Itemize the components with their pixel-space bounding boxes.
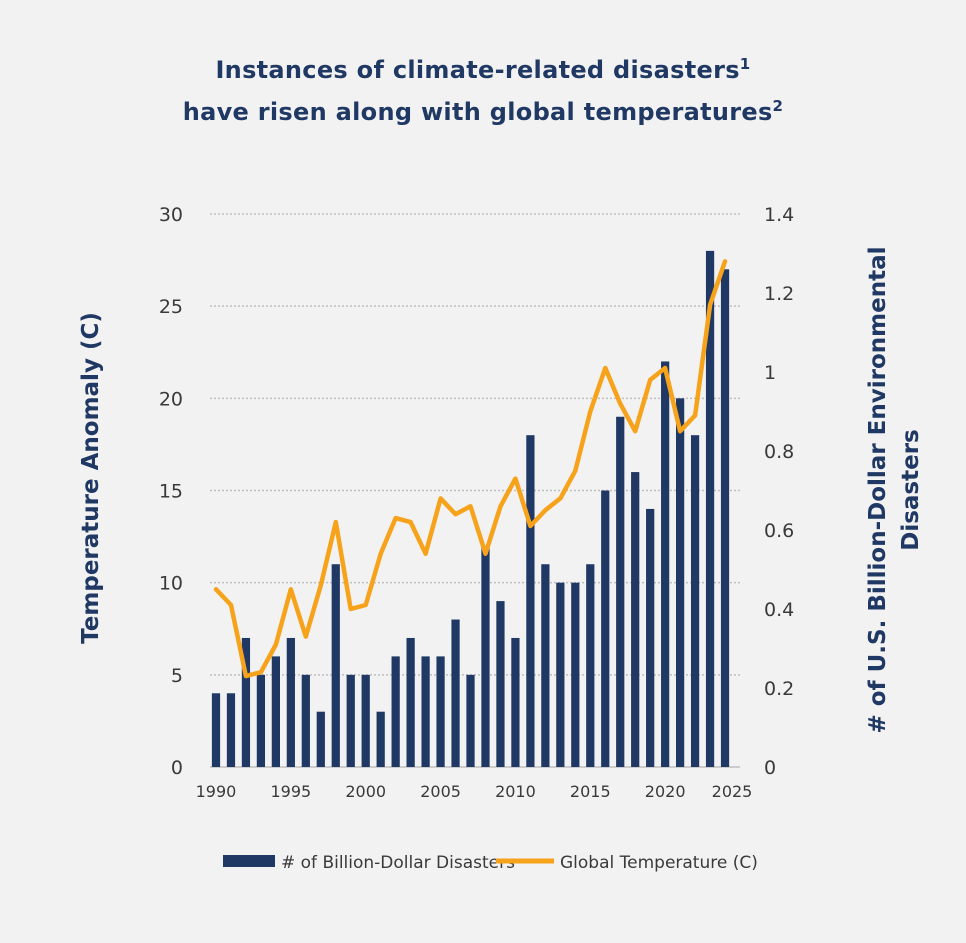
x-tick-label: 2000 (345, 782, 386, 801)
left-axis-ticks: 0 5 10 15 20 25 30 (159, 204, 183, 779)
x-tick-label: 2015 (570, 782, 611, 801)
right-tick-label: 0.2 (764, 678, 794, 700)
bar (286, 637, 295, 767)
right-axis-title-line-2: Disasters (898, 429, 924, 551)
bar (391, 656, 400, 767)
bar (496, 601, 505, 767)
bar (346, 674, 355, 767)
bar (526, 435, 535, 767)
left-axis-title: Temperature Anomaly (C) (78, 312, 104, 644)
right-tick-label: 1.4 (764, 204, 794, 226)
x-axis-ticks: 1990 1995 2000 2005 2010 2015 2020 2025 (196, 782, 753, 801)
right-axis-title-line-1: # of U.S. Billion-Dollar Environmental (865, 247, 891, 734)
x-tick-label: 1995 (270, 782, 311, 801)
bar (616, 416, 625, 767)
bar (316, 711, 325, 767)
left-tick-label: 25 (159, 296, 183, 318)
bar (541, 564, 550, 767)
bar (705, 250, 715, 767)
temperature-line (213, 259, 728, 679)
right-tick-label: 0.4 (764, 599, 794, 621)
bar (421, 656, 430, 767)
left-tick-label: 20 (159, 388, 183, 410)
left-tick-label: 0 (171, 757, 183, 779)
bar (571, 582, 580, 767)
x-tick-label: 1990 (196, 782, 237, 801)
bar (301, 674, 310, 767)
bar (481, 545, 490, 767)
bar (436, 656, 445, 767)
bar (376, 711, 385, 767)
bar (256, 674, 266, 767)
footnote-marker-2: 2 (772, 97, 784, 115)
right-tick-label: 1 (764, 362, 776, 384)
bar (720, 269, 730, 767)
legend: # of Billion-Dollar Disasters Global Tem… (223, 853, 758, 873)
bar (646, 508, 655, 767)
legend-label-bars: # of Billion-Dollar Disasters (281, 853, 515, 873)
bar (661, 361, 670, 767)
bar (331, 564, 340, 767)
bar (690, 435, 700, 767)
chart-title-line-2-text: have risen along with global temperature… (182, 98, 773, 126)
right-tick-label: 1.2 (764, 283, 794, 305)
right-tick-label: 0.6 (764, 520, 794, 542)
right-tick-label: 0 (764, 757, 776, 779)
bar (211, 693, 221, 767)
bar (451, 619, 460, 767)
bar (511, 637, 520, 767)
bar (466, 674, 475, 767)
bar (406, 637, 415, 767)
x-tick-label: 2005 (420, 782, 461, 801)
chart-title-line-1-text: Instances of climate-related disasters (215, 56, 740, 84)
bar (241, 637, 251, 767)
bar (586, 564, 595, 767)
x-tick-label: 2025 (712, 782, 753, 801)
chart-title-line-2: have risen along with global temperature… (0, 98, 966, 126)
right-tick-label: 0.8 (764, 441, 794, 463)
right-axis-ticks: 0 0.2 0.4 0.6 0.8 1 1.2 1.4 (764, 204, 794, 779)
left-tick-label: 5 (171, 665, 183, 687)
bar (675, 398, 685, 767)
bar (226, 693, 236, 767)
bar (631, 472, 640, 767)
x-tick-label: 2010 (495, 782, 536, 801)
left-tick-label: 10 (159, 573, 183, 595)
legend-label-line: Global Temperature (C) (560, 853, 758, 873)
footnote-marker-1: 1 (739, 55, 751, 73)
left-tick-label: 15 (159, 481, 183, 503)
line-series (213, 259, 728, 679)
bar-series (211, 250, 730, 767)
x-tick-label: 2020 (645, 782, 686, 801)
bar (556, 582, 565, 767)
legend-swatch-bars (223, 855, 275, 867)
bar (271, 656, 280, 767)
chart-title-line-1: Instances of climate-related disasters1 (0, 56, 966, 84)
left-tick-label: 30 (159, 204, 183, 226)
bar (601, 490, 610, 767)
bar (361, 674, 370, 767)
